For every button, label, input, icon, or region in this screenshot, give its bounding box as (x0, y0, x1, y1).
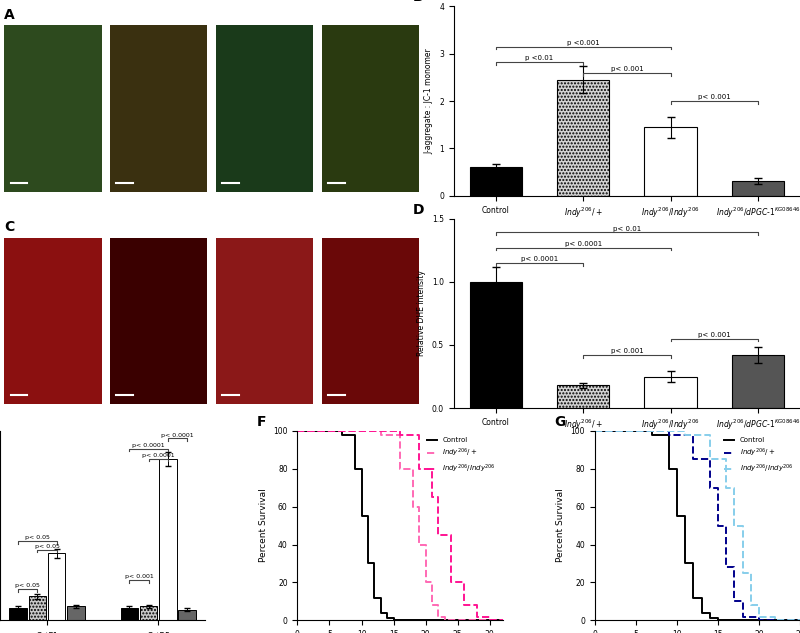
Text: Control: Control (37, 221, 69, 230)
Bar (645, 377, 697, 408)
Legend: Control, $Indy^{206}/+$, $Indy^{206}/Indy^{206}$: Control, $Indy^{206}/+$, $Indy^{206}/Ind… (721, 434, 797, 477)
Bar (10, 608, 27, 620)
Bar (732, 355, 784, 408)
Text: p< 0.0001: p< 0.0001 (142, 453, 174, 458)
Y-axis label: Percent Survival: Percent Survival (258, 489, 268, 563)
Y-axis label: Relative DHE intensity: Relative DHE intensity (418, 270, 426, 356)
Text: Control: Control (37, 9, 69, 18)
Bar (140, 606, 158, 620)
Bar (645, 127, 697, 196)
Y-axis label: J-aggregate : JC-1 monomer: J-aggregate : JC-1 monomer (425, 48, 434, 154)
Text: C: C (4, 220, 14, 234)
Bar (29, 596, 46, 620)
Text: p< 0.0001: p< 0.0001 (132, 442, 165, 448)
Y-axis label: Percent Survival: Percent Survival (556, 489, 565, 563)
Text: $Indy^{206}/Indy^{206}$: $Indy^{206}/Indy^{206}$ (235, 3, 294, 18)
Text: p< 0.001: p< 0.001 (125, 574, 154, 579)
Text: F: F (257, 415, 266, 429)
Text: p< 0.001: p< 0.001 (698, 332, 730, 338)
Text: D: D (412, 203, 424, 216)
Text: $Indy^{206}/+$: $Indy^{206}/+$ (139, 3, 178, 18)
Bar (557, 385, 610, 408)
Text: p< 0.0001: p< 0.0001 (565, 241, 602, 247)
Text: p< 0.001: p< 0.001 (610, 348, 643, 354)
Text: p< 0.001: p< 0.001 (698, 94, 730, 100)
Text: p <0.001: p <0.001 (567, 40, 599, 46)
Text: p< 0.001: p< 0.001 (610, 66, 643, 72)
Text: p< 0.05: p< 0.05 (25, 535, 50, 540)
Bar (557, 80, 610, 196)
Text: A: A (4, 8, 15, 22)
Text: G: G (554, 415, 566, 429)
Bar (470, 282, 522, 408)
Text: p< 0.05: p< 0.05 (15, 583, 40, 588)
Bar (470, 167, 522, 196)
Text: p< 0.05: p< 0.05 (34, 544, 59, 549)
Bar (48, 553, 66, 620)
Text: $Indy^{206}/+$: $Indy^{206}/+$ (139, 216, 178, 230)
Text: p< 0.0001: p< 0.0001 (161, 432, 194, 437)
Text: p< 0.0001: p< 0.0001 (521, 256, 558, 262)
Text: $Indy^{206}/dPGC$-$1^{KG08646}$: $Indy^{206}/dPGC$-$1^{KG08646}$ (328, 216, 413, 230)
Bar (159, 459, 177, 620)
Bar (121, 608, 138, 620)
Text: B: B (412, 0, 423, 4)
Text: $Indy^{206}/dPGC$-$1^{KG08646}$: $Indy^{206}/dPGC$-$1^{KG08646}$ (328, 3, 413, 18)
Legend: Control, $Indy^{206}/+$, $Indy^{206}/Indy^{206}$: Control, $Indy^{206}/+$, $Indy^{206}/Ind… (424, 434, 499, 477)
Text: $Indy^{206}/Indy^{206}$: $Indy^{206}/Indy^{206}$ (235, 216, 294, 230)
Text: p <0.01: p <0.01 (526, 55, 554, 61)
Bar (732, 180, 784, 196)
Text: p< 0.01: p< 0.01 (613, 225, 641, 232)
Bar (178, 610, 196, 620)
Bar (67, 606, 85, 620)
